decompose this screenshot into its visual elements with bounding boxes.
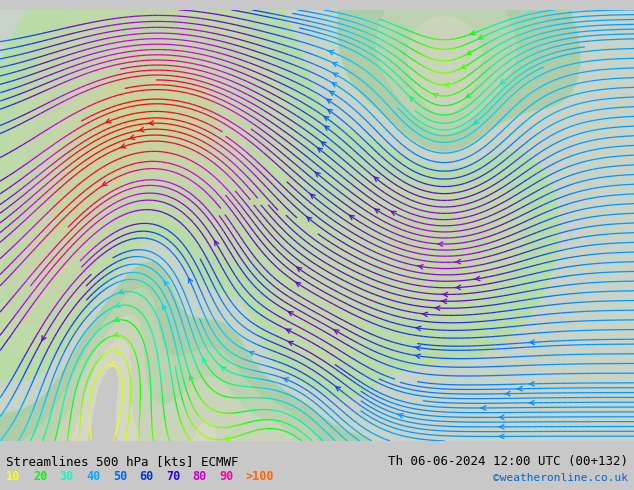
- FancyArrowPatch shape: [296, 282, 301, 287]
- FancyArrowPatch shape: [415, 326, 421, 331]
- Text: 80: 80: [193, 469, 207, 483]
- FancyArrowPatch shape: [118, 290, 124, 294]
- FancyArrowPatch shape: [444, 83, 450, 87]
- FancyArrowPatch shape: [474, 276, 480, 281]
- FancyArrowPatch shape: [163, 305, 167, 310]
- FancyArrowPatch shape: [115, 303, 121, 307]
- FancyArrowPatch shape: [498, 415, 504, 419]
- FancyArrowPatch shape: [203, 358, 207, 363]
- Text: 60: 60: [139, 469, 153, 483]
- FancyArrowPatch shape: [328, 50, 334, 54]
- FancyArrowPatch shape: [529, 382, 534, 386]
- FancyArrowPatch shape: [307, 217, 312, 221]
- FancyArrowPatch shape: [415, 346, 420, 350]
- FancyArrowPatch shape: [189, 375, 193, 380]
- FancyArrowPatch shape: [467, 50, 472, 54]
- FancyArrowPatch shape: [479, 35, 484, 39]
- FancyArrowPatch shape: [327, 99, 332, 103]
- Text: 30: 30: [60, 469, 74, 483]
- FancyArrowPatch shape: [138, 127, 144, 132]
- FancyArrowPatch shape: [469, 31, 476, 35]
- FancyArrowPatch shape: [113, 317, 119, 321]
- FancyArrowPatch shape: [288, 342, 294, 345]
- FancyArrowPatch shape: [325, 126, 330, 130]
- FancyArrowPatch shape: [318, 148, 323, 152]
- Text: Th 06-06-2024 12:00 UTC (00+132): Th 06-06-2024 12:00 UTC (00+132): [387, 455, 628, 468]
- FancyArrowPatch shape: [410, 97, 415, 101]
- FancyArrowPatch shape: [498, 425, 504, 429]
- FancyArrowPatch shape: [287, 329, 291, 333]
- FancyArrowPatch shape: [422, 312, 427, 317]
- FancyArrowPatch shape: [481, 406, 486, 410]
- FancyArrowPatch shape: [113, 332, 119, 337]
- Text: 70: 70: [166, 469, 180, 483]
- FancyArrowPatch shape: [529, 400, 534, 405]
- FancyArrowPatch shape: [110, 362, 115, 366]
- FancyArrowPatch shape: [333, 73, 339, 77]
- FancyArrowPatch shape: [417, 265, 424, 269]
- FancyArrowPatch shape: [455, 260, 461, 264]
- FancyArrowPatch shape: [500, 80, 505, 84]
- FancyArrowPatch shape: [249, 351, 254, 355]
- FancyArrowPatch shape: [311, 194, 315, 198]
- FancyArrowPatch shape: [297, 267, 302, 271]
- FancyArrowPatch shape: [129, 135, 134, 140]
- FancyArrowPatch shape: [224, 437, 230, 441]
- FancyArrowPatch shape: [434, 306, 440, 310]
- FancyArrowPatch shape: [334, 330, 339, 334]
- FancyArrowPatch shape: [336, 387, 340, 391]
- FancyArrowPatch shape: [474, 120, 479, 124]
- Text: 90: 90: [219, 469, 233, 483]
- FancyArrowPatch shape: [441, 299, 447, 303]
- FancyArrowPatch shape: [188, 278, 193, 283]
- FancyArrowPatch shape: [397, 414, 403, 418]
- FancyArrowPatch shape: [321, 142, 326, 146]
- FancyArrowPatch shape: [505, 392, 510, 396]
- FancyArrowPatch shape: [214, 241, 219, 245]
- FancyArrowPatch shape: [517, 387, 522, 391]
- FancyArrowPatch shape: [148, 121, 153, 125]
- FancyArrowPatch shape: [333, 63, 338, 67]
- FancyArrowPatch shape: [42, 336, 46, 341]
- Text: 10: 10: [6, 469, 20, 483]
- FancyArrowPatch shape: [106, 119, 111, 123]
- Text: 50: 50: [113, 469, 127, 483]
- Text: >100: >100: [246, 469, 275, 483]
- Text: 20: 20: [33, 469, 47, 483]
- FancyArrowPatch shape: [221, 367, 226, 371]
- FancyArrowPatch shape: [374, 177, 379, 181]
- FancyArrowPatch shape: [415, 354, 420, 359]
- FancyArrowPatch shape: [324, 116, 329, 121]
- FancyArrowPatch shape: [498, 434, 504, 439]
- FancyArrowPatch shape: [437, 242, 443, 246]
- FancyArrowPatch shape: [120, 144, 126, 148]
- FancyArrowPatch shape: [391, 211, 396, 216]
- FancyArrowPatch shape: [330, 91, 335, 96]
- FancyArrowPatch shape: [529, 340, 534, 344]
- FancyArrowPatch shape: [113, 348, 119, 353]
- FancyArrowPatch shape: [433, 94, 438, 98]
- FancyArrowPatch shape: [332, 83, 337, 87]
- Text: 40: 40: [86, 469, 100, 483]
- FancyArrowPatch shape: [164, 281, 169, 286]
- FancyArrowPatch shape: [282, 378, 288, 382]
- FancyArrowPatch shape: [315, 172, 320, 177]
- FancyArrowPatch shape: [288, 312, 294, 316]
- FancyArrowPatch shape: [375, 209, 380, 213]
- FancyArrowPatch shape: [461, 65, 466, 69]
- FancyArrowPatch shape: [455, 285, 461, 290]
- FancyArrowPatch shape: [349, 215, 354, 220]
- FancyArrowPatch shape: [466, 93, 471, 98]
- FancyArrowPatch shape: [102, 181, 107, 186]
- Text: Streamlines 500 hPa [kts] ECMWF: Streamlines 500 hPa [kts] ECMWF: [6, 455, 239, 468]
- FancyArrowPatch shape: [442, 293, 448, 297]
- Text: ©weatheronline.co.uk: ©weatheronline.co.uk: [493, 473, 628, 483]
- FancyArrowPatch shape: [328, 109, 333, 114]
